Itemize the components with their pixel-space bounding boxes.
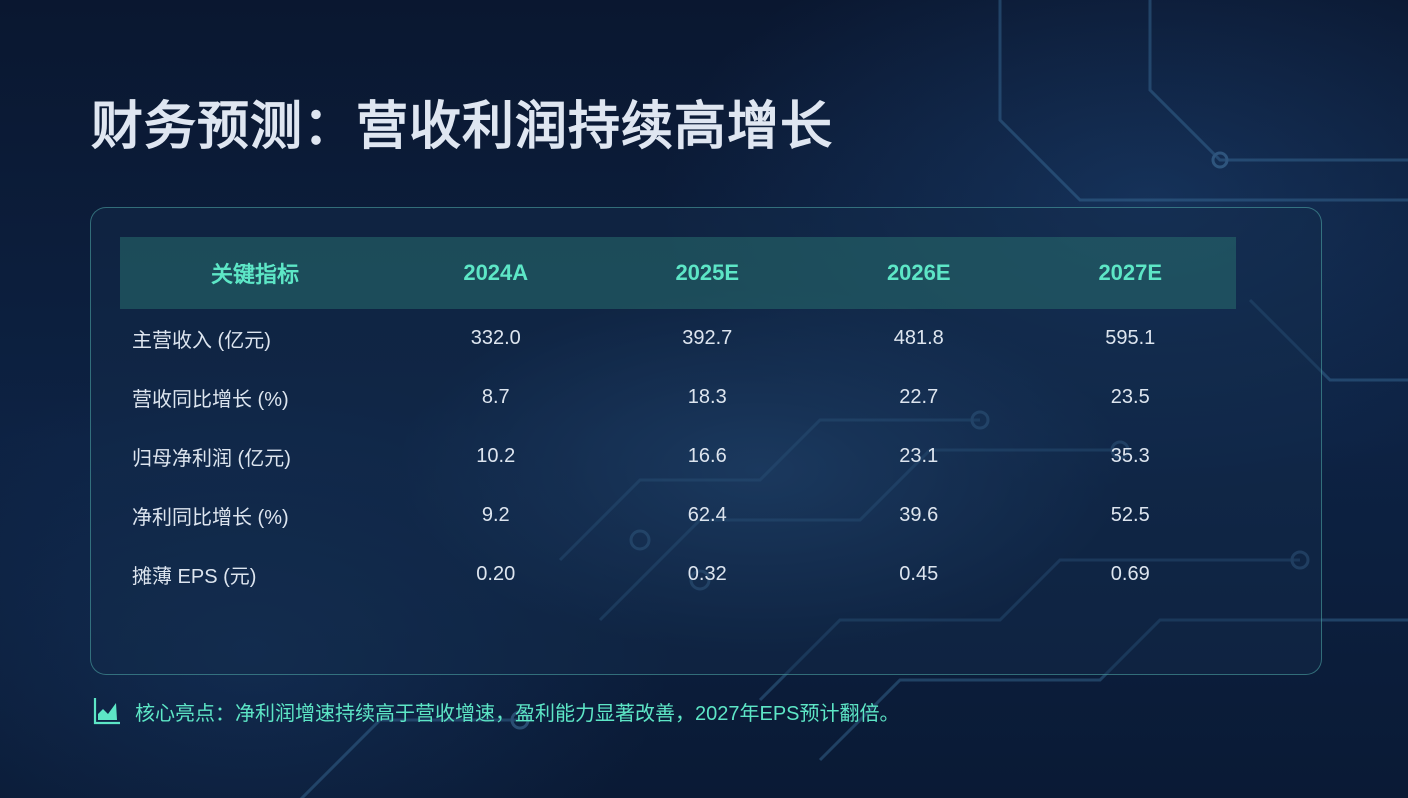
area-chart-icon (93, 698, 120, 725)
table-cell: 332.0 (470, 327, 521, 349)
table-cell: 9.2 (481, 504, 510, 526)
table-cell: 595.1 (1105, 327, 1156, 349)
header-2024a: 2024A (390, 237, 602, 309)
table-cell: 8.7 (481, 386, 510, 408)
table-cell: 52.5 (1110, 504, 1150, 526)
header-2027e: 2027E (1024, 237, 1236, 309)
forecast-table-card: 关键指标 2024A 2025E 2026E 2027E 主营收入 (亿元) 3… (90, 207, 1322, 675)
table-row: 摊薄 EPS (元) 0.20 0.32 0.45 0.69 (120, 545, 1236, 604)
row-label: 归母净利润 (亿元) (132, 448, 291, 470)
header-2025e: 2025E (601, 237, 813, 309)
table-cell: 62.4 (687, 504, 727, 526)
row-label: 主营收入 (亿元) (132, 330, 271, 352)
table-cell: 23.5 (1110, 386, 1150, 408)
financial-forecast-table: 关键指标 2024A 2025E 2026E 2027E 主营收入 (亿元) 3… (120, 237, 1236, 604)
table-cell: 10.2 (476, 445, 516, 467)
table-cell: 23.1 (899, 445, 939, 467)
table-cell: 392.7 (682, 327, 733, 349)
row-label: 净利同比增长 (%) (132, 507, 289, 529)
table-row: 净利同比增长 (%) 9.2 62.4 39.6 52.5 (120, 486, 1236, 545)
page-title: 财务预测：营收利润持续高增长 (91, 98, 834, 156)
table-cell: 16.6 (687, 445, 727, 467)
table-row: 营收同比增长 (%) 8.7 18.3 22.7 23.5 (120, 368, 1236, 427)
table-row: 归母净利润 (亿元) 10.2 16.6 23.1 35.3 (120, 427, 1236, 486)
header-key-metric: 关键指标 (120, 237, 390, 309)
table-cell: 0.69 (1110, 563, 1150, 585)
table-header-row: 关键指标 2024A 2025E 2026E 2027E (120, 237, 1236, 309)
table-cell: 18.3 (687, 386, 727, 408)
table-cell: 0.45 (899, 563, 939, 585)
row-label: 营收同比增长 (%) (132, 389, 289, 411)
row-label: 摊薄 EPS (元) (132, 566, 257, 588)
table-cell: 0.20 (476, 563, 516, 585)
table-cell: 22.7 (899, 386, 939, 408)
table-cell: 0.32 (687, 563, 727, 585)
table-cell: 35.3 (1110, 445, 1150, 467)
table-row: 主营收入 (亿元) 332.0 392.7 481.8 595.1 (120, 309, 1236, 368)
header-2026e: 2026E (813, 237, 1025, 309)
key-highlight: 核心亮点：净利润增速持续高于营收增速，盈利能力显著改善，2027年EPS预计翻倍… (93, 696, 900, 726)
highlight-text: 核心亮点：净利润增速持续高于营收增速，盈利能力显著改善，2027年EPS预计翻倍… (135, 702, 900, 725)
table-cell: 481.8 (893, 327, 944, 349)
table-cell: 39.6 (899, 504, 939, 526)
